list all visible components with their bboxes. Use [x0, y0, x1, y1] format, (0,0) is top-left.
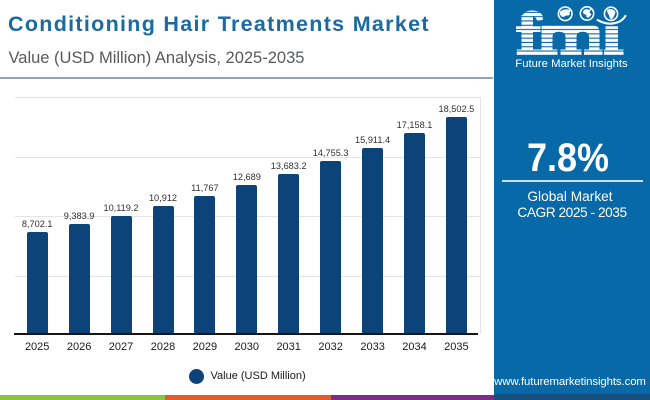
svg-text:Future Market Insights: Future Market Insights — [515, 58, 628, 70]
